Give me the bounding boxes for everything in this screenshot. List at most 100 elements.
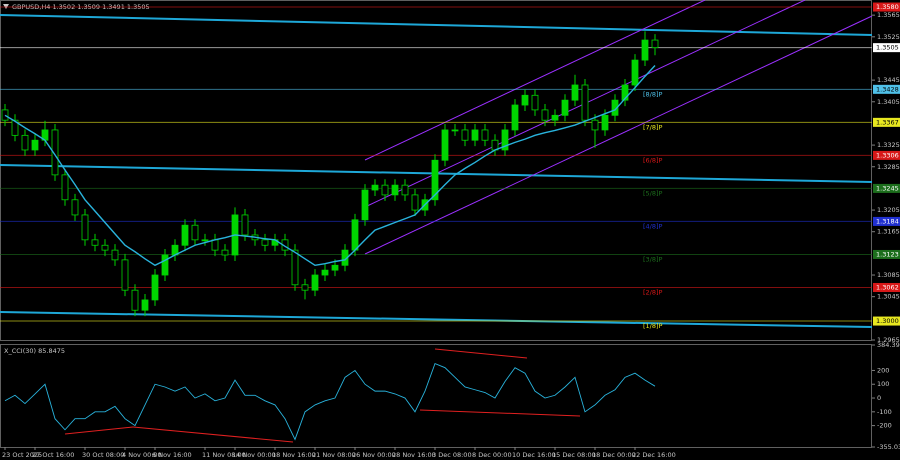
y-tick-label: 1.3445 xyxy=(877,76,900,84)
y-tick-label: 1.3085 xyxy=(877,271,900,279)
candle-body xyxy=(351,219,359,251)
candle-body xyxy=(61,174,69,201)
candle-body xyxy=(551,114,559,121)
x-tick-label: 10 Dec 16:00 xyxy=(512,451,556,459)
candle-body xyxy=(81,214,89,241)
x-tick-label: 27 Oct 16:00 xyxy=(32,451,74,459)
level-label: 1.3062 xyxy=(876,283,899,291)
candle-body xyxy=(191,224,199,241)
candle-body xyxy=(571,84,579,101)
candle-body xyxy=(1,109,9,121)
candle-body xyxy=(431,159,439,201)
candle-body xyxy=(591,119,599,131)
y-tick-label: 1.2965 xyxy=(877,336,900,344)
level-label: 1.3245 xyxy=(876,184,899,192)
indicator-title: X_CCI(30) 85.8475 xyxy=(4,347,65,355)
y-tick-label: -100 xyxy=(877,408,892,416)
y-tick-label: 1.3165 xyxy=(877,228,900,236)
x-tick-label: 18 Nov 16:00 xyxy=(272,451,316,459)
candle-body xyxy=(321,269,329,276)
candle-body xyxy=(651,39,659,49)
candle-body xyxy=(131,289,139,311)
x-tick-label: 23 Oct 2025 xyxy=(2,451,42,459)
level-box xyxy=(873,316,900,326)
candle-body xyxy=(211,239,219,251)
y-tick-label: 1.3205 xyxy=(877,206,900,214)
candle-body xyxy=(521,94,529,106)
level-label: 1.3000 xyxy=(876,317,899,325)
candle-body xyxy=(631,59,639,86)
level-label: 1.3367 xyxy=(876,118,899,126)
x-tick-label: 21 Nov 08:00 xyxy=(312,451,356,459)
candle-body xyxy=(601,114,609,131)
candle-body xyxy=(451,129,459,132)
x-tick-label: 26 Nov 00:00 xyxy=(352,451,396,459)
x-tick-label: 28 Nov 16:00 xyxy=(392,451,436,459)
candle-body xyxy=(91,239,99,246)
level-label: 1.3184 xyxy=(876,217,899,225)
candle-body xyxy=(71,199,79,216)
murray-label: [7/8]P xyxy=(643,123,663,131)
y-tick-label: 100 xyxy=(877,380,889,388)
candle-body xyxy=(141,299,149,311)
candle-body xyxy=(611,99,619,116)
level-label: 1.3580 xyxy=(876,3,899,11)
candle-body xyxy=(121,259,129,291)
candle-body xyxy=(401,184,409,196)
level-box xyxy=(873,2,900,12)
candle-body xyxy=(471,129,479,141)
level-box xyxy=(873,216,900,226)
candle-body xyxy=(311,274,319,291)
x-tick-label: 22 Dec 16:00 xyxy=(632,451,676,459)
y-tick-label: 1.3045 xyxy=(877,293,900,301)
x-tick-label: 3 Dec 08:00 xyxy=(432,451,472,459)
y-tick-label: 0 xyxy=(877,394,881,402)
y-tick-label: -200 xyxy=(877,422,892,430)
candle-body xyxy=(501,129,509,151)
candle-body xyxy=(331,264,339,271)
candle-body xyxy=(511,104,519,131)
candle-body xyxy=(151,274,159,301)
divergence-line xyxy=(132,426,294,443)
y-tick-label: -355.0316 xyxy=(877,443,900,451)
level-label: 1.3505 xyxy=(876,44,899,52)
candle-body xyxy=(201,239,209,242)
candle-body xyxy=(411,194,419,211)
x-tick-label: 14 Nov 00:00 xyxy=(232,451,276,459)
candle-body xyxy=(581,84,589,121)
y-tick-label: 200 xyxy=(877,366,889,374)
divergence-line xyxy=(64,426,134,435)
level-box xyxy=(873,249,900,259)
x-tick-label: 15 Dec 08:00 xyxy=(552,451,596,459)
murray-label: [8/8]P xyxy=(643,90,663,98)
channel-line xyxy=(364,0,706,161)
level-box xyxy=(873,183,900,193)
candle-body xyxy=(531,94,539,111)
x-tick-label: 30 Oct 08:00 xyxy=(82,451,124,459)
candle-body xyxy=(371,184,379,191)
x-tick-label: 11 Nov 08:00 xyxy=(202,451,246,459)
level-label: 1.3428 xyxy=(876,85,899,93)
candle-body xyxy=(361,189,369,221)
moving-average xyxy=(4,65,656,267)
y-tick-label: 1.3325 xyxy=(877,141,900,149)
y-tick-label: 1.3565 xyxy=(877,11,900,19)
candle-body xyxy=(481,129,489,141)
cci-line xyxy=(4,362,656,441)
x-tick-label: 18 Dec 00:00 xyxy=(592,451,636,459)
divergence-line xyxy=(434,348,528,359)
y-tick-label: 384.3971 xyxy=(877,341,900,349)
divergence-line xyxy=(419,409,581,417)
candle-body xyxy=(541,109,549,121)
level-label: 1.3123 xyxy=(876,250,899,258)
level-box xyxy=(873,282,900,292)
candle-body xyxy=(391,184,399,196)
candle-body xyxy=(561,99,569,116)
murray-label: [5/8]P xyxy=(643,189,663,197)
murray-label: [4/8]P xyxy=(643,222,663,230)
candle-body xyxy=(11,119,19,136)
trend-line xyxy=(0,311,873,328)
candle-body xyxy=(161,254,169,276)
